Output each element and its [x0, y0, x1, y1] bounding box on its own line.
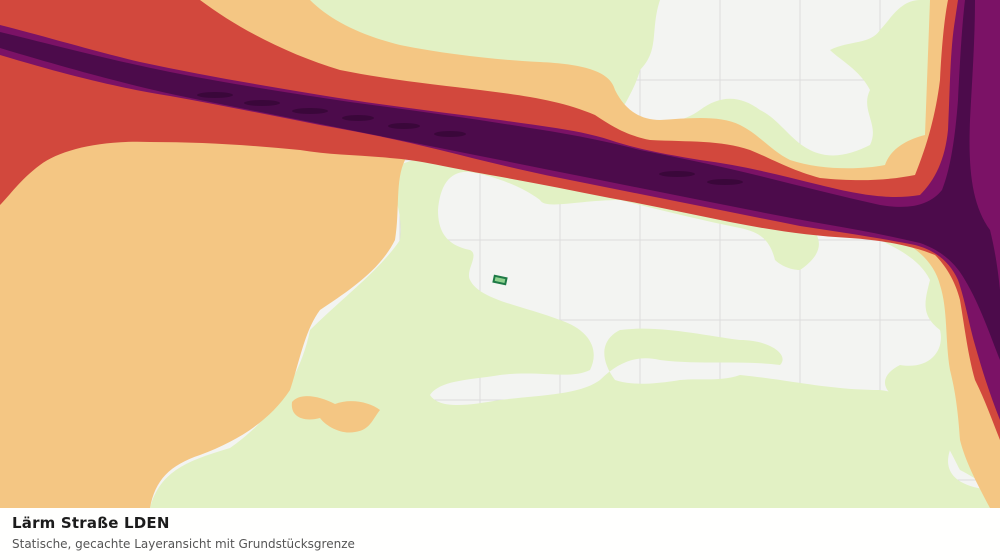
- noise-band-purple-core: [0, 0, 1000, 360]
- noise-core-spots: [197, 92, 743, 185]
- layer-caption: Lärm Straße LDEN Statische, gecachte Lay…: [0, 508, 1000, 560]
- parcel-boundary[interactable]: [492, 274, 508, 286]
- noise-band-green: [0, 157, 1000, 508]
- noise-band-orange-patch: [291, 396, 380, 433]
- noise-band-orange: [0, 130, 406, 508]
- layer-subtitle: Statische, gecachte Layeransicht mit Gru…: [12, 537, 355, 551]
- parcel-outline: [492, 274, 508, 286]
- layer-title: Lärm Straße LDEN: [12, 514, 170, 532]
